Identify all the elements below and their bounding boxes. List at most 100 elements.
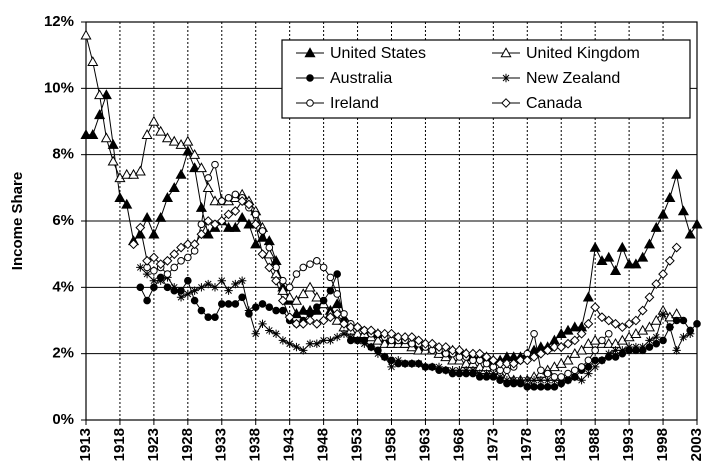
marker xyxy=(582,291,594,302)
x-tick-label: 1918 xyxy=(111,428,128,461)
marker xyxy=(414,359,423,368)
marker xyxy=(576,328,587,339)
marker xyxy=(94,109,106,120)
marker xyxy=(265,326,274,335)
marker xyxy=(224,193,233,202)
marker xyxy=(550,373,559,381)
marker xyxy=(508,358,519,369)
marker xyxy=(332,308,343,319)
marker xyxy=(637,305,648,316)
marker xyxy=(184,276,192,285)
marker xyxy=(204,279,213,289)
legend-label: United Kingdom xyxy=(526,45,640,62)
marker xyxy=(393,332,404,342)
marker xyxy=(604,329,613,338)
marker xyxy=(162,255,173,266)
x-tick-label: 1948 xyxy=(315,428,332,461)
marker xyxy=(441,366,451,375)
marker xyxy=(217,197,226,205)
marker xyxy=(440,342,451,352)
marker xyxy=(229,221,241,232)
marker xyxy=(135,222,146,233)
marker xyxy=(163,270,172,278)
marker xyxy=(353,336,362,345)
x-tick-label: 2003 xyxy=(688,428,704,461)
marker xyxy=(550,383,559,391)
series-line xyxy=(139,272,698,388)
y-tick-label: 12% xyxy=(44,13,74,30)
marker xyxy=(256,231,269,242)
marker xyxy=(488,355,499,366)
marker xyxy=(434,362,444,372)
y-tick-label: 2% xyxy=(52,345,74,362)
marker xyxy=(204,174,212,182)
marker xyxy=(170,283,179,292)
marker xyxy=(142,255,153,266)
marker xyxy=(279,306,287,315)
marker xyxy=(197,306,206,315)
marker xyxy=(251,303,260,312)
marker xyxy=(672,316,681,325)
marker xyxy=(216,216,227,226)
marker xyxy=(657,208,669,219)
marker xyxy=(489,369,498,378)
marker xyxy=(231,300,240,308)
y-tick-label: 4% xyxy=(52,278,74,295)
marker xyxy=(474,348,485,359)
marker xyxy=(197,220,206,229)
marker xyxy=(624,318,635,329)
marker xyxy=(475,369,484,378)
legend-label: Ireland xyxy=(330,95,379,112)
marker xyxy=(590,302,601,313)
marker xyxy=(150,266,158,275)
marker xyxy=(143,296,151,305)
marker xyxy=(630,258,642,269)
marker xyxy=(455,366,464,375)
marker xyxy=(299,346,308,355)
y-tick-label: 6% xyxy=(52,212,74,229)
marker xyxy=(584,369,593,378)
x-tick-label: 1938 xyxy=(247,428,264,461)
marker xyxy=(150,283,158,292)
marker xyxy=(428,362,437,372)
marker xyxy=(684,228,696,239)
marker xyxy=(461,366,471,375)
marker xyxy=(319,336,328,345)
marker xyxy=(204,313,212,321)
marker xyxy=(202,228,214,239)
marker xyxy=(271,275,281,286)
marker xyxy=(304,47,316,58)
marker xyxy=(603,315,614,326)
marker xyxy=(611,346,620,355)
marker xyxy=(121,168,133,179)
marker xyxy=(352,322,363,333)
marker xyxy=(366,342,376,352)
marker xyxy=(616,241,628,252)
marker xyxy=(331,298,343,309)
marker xyxy=(170,263,179,272)
marker xyxy=(652,332,661,342)
marker xyxy=(211,313,219,321)
marker xyxy=(468,348,478,359)
marker xyxy=(427,338,438,349)
marker xyxy=(278,336,288,345)
marker xyxy=(495,372,505,382)
marker xyxy=(196,229,207,240)
marker xyxy=(148,252,159,263)
marker xyxy=(156,276,165,285)
marker xyxy=(346,332,355,342)
marker xyxy=(292,270,301,278)
marker xyxy=(571,366,579,375)
x-tick-label: 1958 xyxy=(382,428,399,461)
marker xyxy=(651,279,662,289)
marker xyxy=(652,339,661,348)
marker xyxy=(217,300,226,308)
marker xyxy=(169,249,180,260)
marker xyxy=(671,168,683,179)
legend-label: United States xyxy=(330,45,426,62)
marker xyxy=(638,342,647,352)
marker xyxy=(623,258,635,269)
marker xyxy=(515,355,526,366)
marker xyxy=(155,211,167,222)
marker xyxy=(679,332,688,342)
